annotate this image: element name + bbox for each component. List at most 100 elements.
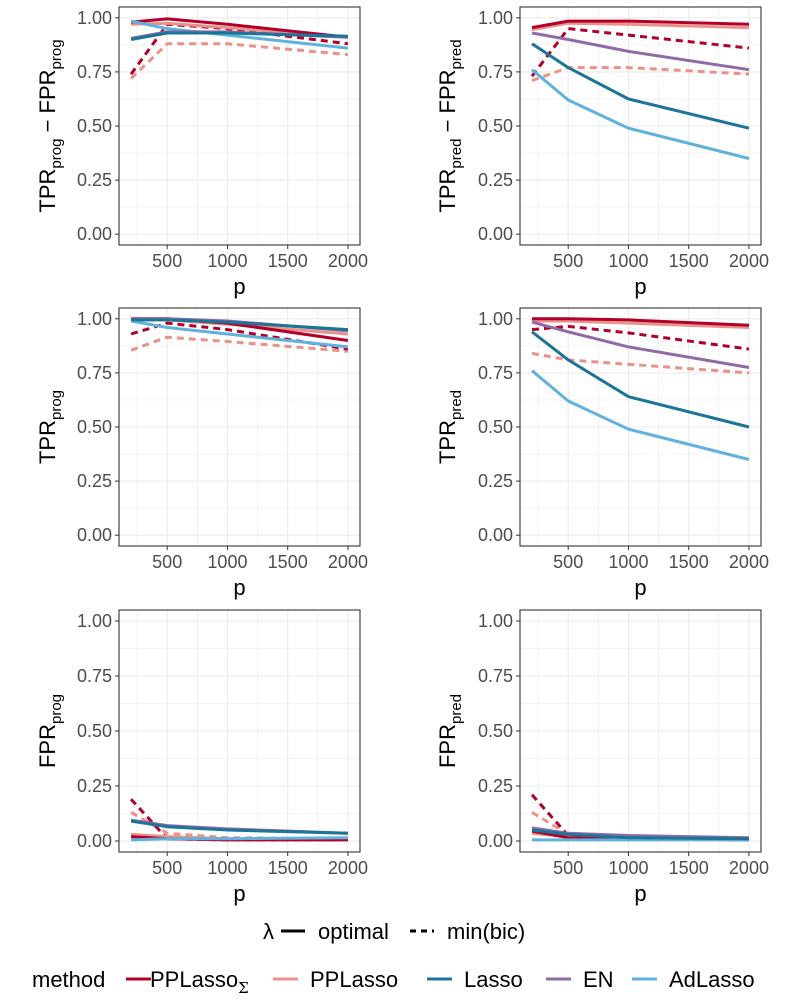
legend: λ optimal min(bic) method PPLassoΣ PPLasso Las… — [32, 919, 755, 997]
y-axis-title: FPRpred — [435, 694, 465, 768]
series-line-pplasso-min-bic — [130, 42, 349, 80]
series-line-pplasso-sigma-optimal — [531, 19, 750, 30]
x-tick-label: 1000 — [207, 858, 247, 878]
series-line-adlasso-optimal — [131, 836, 348, 842]
legend-label-lasso: Lasso — [464, 967, 523, 992]
y-tick-label: 0.00 — [77, 224, 112, 244]
series-line-lasso-optimal — [531, 330, 750, 429]
x-axis-title: p — [634, 881, 646, 906]
x-tick-label: 500 — [553, 251, 583, 271]
x-tick-label: 1000 — [207, 552, 247, 572]
y-tick-label: 0.25 — [77, 776, 112, 796]
panel-top-right: 0.00 0.25 0.50 0.75 1.00 500 1000 1500 2000 p TPRp… — [435, 6, 769, 299]
x-tick-label: 500 — [553, 858, 583, 878]
x-tick-label: 1500 — [268, 858, 308, 878]
y-tick-label: 0.00 — [478, 224, 513, 244]
series-line-en-optimal — [531, 826, 750, 840]
legend-label-optimal: optimal — [318, 919, 389, 944]
x-tick-label: 1500 — [268, 251, 308, 271]
x-tick-label: 2000 — [328, 251, 368, 271]
y-tick-label: 1.00 — [77, 611, 112, 631]
y-tick-label: 0.50 — [77, 116, 112, 136]
y-tick-label: 1.00 — [478, 611, 513, 631]
x-tick-label: 1500 — [268, 552, 308, 572]
series-line-en-optimal — [531, 320, 750, 369]
x-tick-label: 500 — [152, 858, 182, 878]
panel-bottom-right: 0.00 0.25 0.50 0.75 1.00 500 1000 1500 2000 p FPRp… — [435, 609, 769, 906]
y-tick-label: 0.75 — [478, 363, 513, 383]
series-line-pplasso-min-bic — [531, 351, 750, 375]
x-tick-label: 1500 — [669, 858, 709, 878]
x-tick-label: 1000 — [608, 251, 648, 271]
x-tick-label: 2000 — [328, 552, 368, 572]
legend-label-pplasso: PPLasso — [310, 967, 398, 992]
series-line-pplasso-sigma-optimal — [532, 317, 750, 327]
x-tick-label: 500 — [553, 552, 583, 572]
y-tick-label: 0.75 — [77, 666, 112, 686]
y-tick-label: 0.25 — [478, 170, 513, 190]
x-axis-title: p — [233, 575, 245, 600]
y-tick-label: 0.25 — [478, 776, 513, 796]
series-line-adlasso-optimal — [531, 68, 750, 160]
y-tick-label: 1.00 — [478, 8, 513, 28]
series-line-pplasso-sigma-min-bic — [530, 27, 750, 78]
y-tick-label: 0.50 — [77, 417, 112, 437]
series-line-adlasso-optimal — [531, 369, 750, 461]
y-tick-label: 0.75 — [478, 62, 513, 82]
x-tick-label: 2000 — [729, 552, 769, 572]
series-line-pplasso-sigma-min-bic — [129, 22, 349, 75]
legend-lambda-title: λ — [263, 919, 274, 944]
series-line-pplasso-optimal — [532, 319, 750, 329]
legend-label-pplasso-sigma: PPLassoΣ — [150, 967, 249, 997]
x-tick-label: 500 — [152, 251, 182, 271]
y-axis-title: TPRprog − FPRprog — [35, 39, 65, 212]
series-line-pplasso-min-bic — [531, 66, 750, 83]
y-tick-label: 0.00 — [77, 831, 112, 851]
x-tick-label: 2000 — [729, 251, 769, 271]
panel-middle-right: 0.00 0.25 0.50 0.75 1.00 500 1000 1500 2000 p TPRp… — [435, 307, 769, 600]
y-tick-label: 0.50 — [77, 721, 112, 741]
y-tick-label: 0.50 — [478, 721, 513, 741]
y-tick-label: 1.00 — [77, 8, 112, 28]
x-tick-label: 1500 — [669, 251, 709, 271]
y-tick-label: 0.75 — [77, 62, 112, 82]
y-tick-label: 0.00 — [478, 831, 513, 851]
y-tick-label: 0.25 — [478, 471, 513, 491]
series-line-lasso-optimal — [131, 318, 348, 332]
x-axis-title: p — [634, 575, 646, 600]
panel-middle-left: 0.00 0.25 0.50 0.75 1.00 500 1000 1500 2000 p TPRp… — [35, 307, 368, 600]
series-line-lasso-optimal — [130, 31, 348, 41]
panel-bottom-left: 0.00 0.25 0.50 0.75 1.00 500 1000 1500 2000 p FPRp… — [35, 609, 368, 906]
y-tick-label: 1.00 — [478, 309, 513, 329]
series-line-adlasso-optimal — [130, 319, 349, 349]
x-axis-title: p — [233, 881, 245, 906]
series-line-lasso-optimal — [130, 819, 348, 835]
legend-label-en: EN — [583, 967, 614, 992]
legend-label-adlasso: AdLasso — [669, 967, 755, 992]
y-axis-title: TPRpred − FPRpred — [435, 39, 465, 212]
y-tick-label: 0.25 — [77, 471, 112, 491]
series-line-lasso-optimal — [531, 42, 750, 130]
y-axis-title: TPRpred — [435, 390, 465, 464]
series-line-pplasso-sigma-optimal — [130, 17, 349, 39]
y-tick-label: 0.75 — [478, 666, 513, 686]
panel-top-left: 0.00 0.25 0.50 0.75 1.00 500 1000 1500 2000 p TPRp… — [35, 6, 368, 299]
y-tick-label: 0.75 — [77, 363, 112, 383]
x-tick-label: 2000 — [328, 858, 368, 878]
series-line-lasso-optimal — [531, 828, 750, 841]
x-tick-label: 2000 — [729, 858, 769, 878]
y-tick-label: 0.50 — [478, 417, 513, 437]
x-axis-title: p — [233, 274, 245, 299]
x-tick-label: 1000 — [608, 552, 648, 572]
y-tick-label: 0.50 — [478, 116, 513, 136]
series-line-pplasso-min-bic — [130, 335, 349, 353]
x-tick-label: 1500 — [669, 552, 709, 572]
y-axis-title: FPRprog — [35, 694, 65, 768]
legend-label-min-bic: min(bic) — [447, 919, 525, 944]
legend-method-title: method — [32, 967, 105, 992]
series-line-en-optimal — [531, 31, 750, 72]
x-tick-label: 500 — [152, 552, 182, 572]
y-tick-label: 1.00 — [77, 309, 112, 329]
y-tick-label: 0.00 — [77, 525, 112, 545]
